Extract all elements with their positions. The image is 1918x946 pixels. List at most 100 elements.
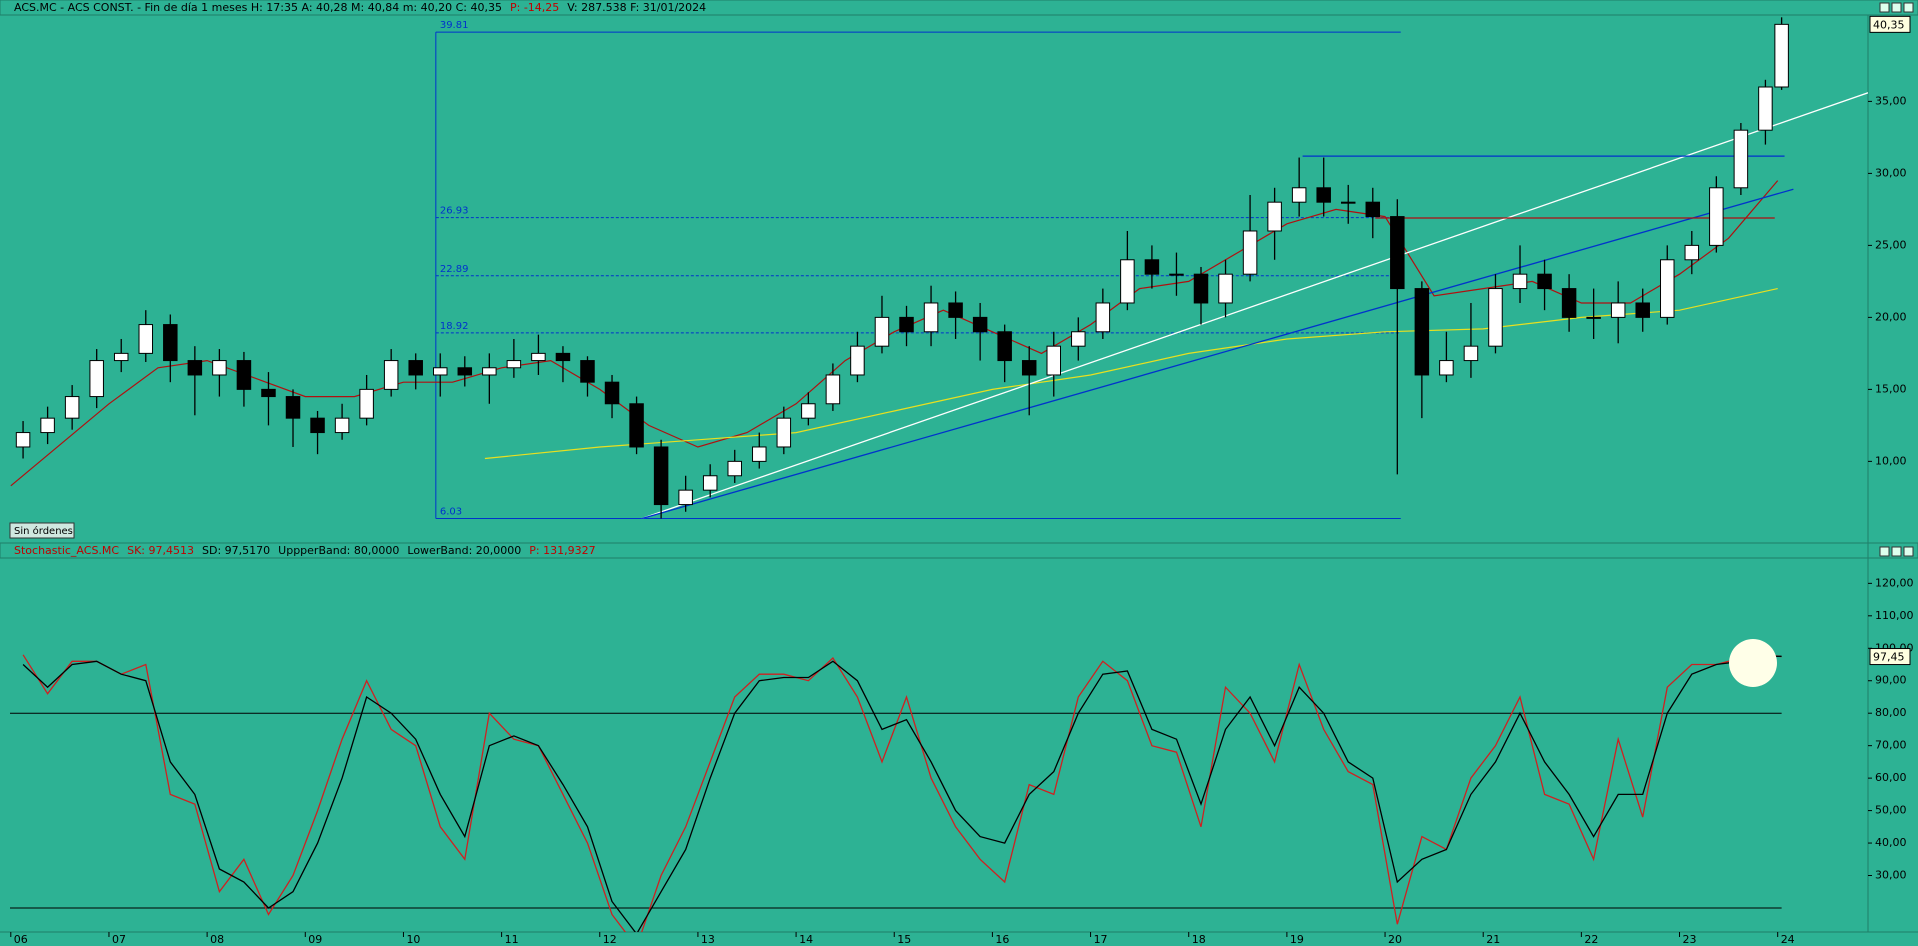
x-tick-label: 06 bbox=[14, 933, 28, 946]
x-tick-label: 12 bbox=[603, 933, 617, 946]
price-plot: 39.81 26.93 22.89 18.92 6.03 bbox=[10, 17, 1868, 520]
candle-body bbox=[1242, 230, 1258, 275]
candle-body bbox=[1537, 273, 1552, 290]
candle-body bbox=[163, 324, 178, 362]
candle-body bbox=[604, 381, 620, 405]
candle-body bbox=[506, 360, 522, 369]
candle-body bbox=[850, 345, 865, 376]
header-part: SD: 97,5170 bbox=[202, 544, 270, 557]
x-tick-label: 17 bbox=[1094, 933, 1108, 946]
close-button[interactable] bbox=[1903, 546, 1914, 557]
x-tick-label: 14 bbox=[799, 933, 813, 946]
candle-body bbox=[874, 316, 890, 347]
indicator-header: Stochastic_ACS.MC SK: 97,4513 SD: 97,5170 U… bbox=[14, 544, 596, 557]
candle-body bbox=[113, 352, 129, 362]
fib-label: 22.89 bbox=[440, 264, 469, 275]
candle-body bbox=[285, 396, 301, 419]
candle-body bbox=[1660, 259, 1675, 318]
candle-body bbox=[1512, 273, 1528, 290]
x-tick-label: 22 bbox=[1584, 933, 1598, 946]
candle-body bbox=[334, 417, 350, 434]
window-buttons[interactable] bbox=[1879, 2, 1914, 557]
candle-body bbox=[653, 446, 669, 506]
y-tick-label: 15,00 bbox=[1875, 382, 1907, 395]
orders-button[interactable]: Sin órdenes bbox=[9, 522, 75, 539]
line-series bbox=[22, 654, 1782, 932]
x-tick-label: 11 bbox=[505, 933, 519, 946]
candle-body bbox=[752, 446, 767, 462]
header-part: P: 131,9327 bbox=[529, 544, 595, 557]
fib-label: 39.81 bbox=[440, 20, 469, 31]
candle-body bbox=[1439, 360, 1454, 376]
y-tick-label: 30,00 bbox=[1875, 166, 1907, 179]
button-frame[interactable] bbox=[9, 522, 75, 539]
candle-body bbox=[212, 360, 227, 376]
candle-body bbox=[187, 360, 203, 376]
candle-body bbox=[702, 475, 718, 491]
x-tick-label: 13 bbox=[701, 933, 715, 946]
candle-body bbox=[1120, 259, 1135, 304]
y-tick-label: 35,00 bbox=[1875, 94, 1907, 107]
candle-body bbox=[1071, 331, 1086, 347]
candle-body bbox=[997, 331, 1012, 362]
candle-body bbox=[531, 352, 546, 362]
candle-body bbox=[89, 360, 104, 398]
axes: 10,00 15,00 20,00 25,00 30,00 35,00 40,35 30,00… bbox=[10, 15, 1914, 946]
y-tick-label: 25,00 bbox=[1875, 238, 1907, 251]
highlight-circle bbox=[1729, 639, 1777, 687]
fib-label: 26.93 bbox=[440, 206, 469, 217]
candle-body bbox=[1267, 201, 1282, 232]
x-tick-label: 09 bbox=[308, 933, 322, 946]
candle-body bbox=[1635, 302, 1650, 318]
fib-label: 6.03 bbox=[440, 507, 462, 518]
last-value-box bbox=[1869, 15, 1911, 33]
candle-body bbox=[1340, 201, 1356, 204]
candle-body bbox=[1610, 302, 1626, 318]
moving-average bbox=[484, 288, 1778, 460]
candle-body bbox=[1193, 273, 1209, 304]
trendline bbox=[641, 188, 1794, 520]
y-tick-label: 40,00 bbox=[1875, 836, 1907, 849]
maximize-button[interactable] bbox=[1891, 546, 1902, 557]
candle-body bbox=[383, 360, 399, 390]
candle-body bbox=[1365, 201, 1381, 218]
candle-body bbox=[1144, 259, 1160, 275]
y-tick-label: 20,00 bbox=[1875, 310, 1907, 323]
candle-body bbox=[1218, 273, 1233, 304]
header-part: SK: 97,4513 bbox=[127, 544, 194, 557]
y-tick-label: 120,00 bbox=[1875, 576, 1914, 589]
candle-body bbox=[64, 396, 80, 419]
minimize-button[interactable] bbox=[1879, 546, 1890, 557]
x-tick-label: 18 bbox=[1192, 933, 1206, 946]
x-tick-label: 15 bbox=[897, 933, 911, 946]
header-part: Stochastic_ACS.MC bbox=[14, 544, 119, 557]
last-value-box bbox=[1869, 648, 1911, 666]
y-tick-label: 90,00 bbox=[1875, 674, 1907, 687]
candle-body bbox=[923, 302, 939, 333]
header: ACS.MC - ACS CONST. - Fin de día 1 meses… bbox=[14, 1, 706, 14]
candle-body bbox=[1709, 187, 1724, 246]
candle-body bbox=[482, 367, 497, 376]
button-label[interactable]: Sin órdenes bbox=[14, 525, 73, 537]
y-tick-label: 10,00 bbox=[1875, 454, 1907, 467]
candle-body bbox=[457, 367, 473, 376]
fib-label: 18.92 bbox=[440, 321, 469, 332]
candle-body bbox=[580, 360, 595, 383]
x-tick-label: 16 bbox=[995, 933, 1009, 946]
candle-body bbox=[1021, 360, 1037, 376]
candle-body bbox=[261, 388, 276, 398]
candle-body bbox=[1414, 288, 1430, 376]
close-button[interactable] bbox=[1903, 2, 1914, 13]
candle-body bbox=[1488, 288, 1503, 347]
candle-body bbox=[1774, 23, 1789, 88]
maximize-button[interactable] bbox=[1891, 2, 1902, 13]
indicator-title-bar bbox=[0, 542, 1918, 559]
candle-body bbox=[138, 324, 154, 354]
x-tick-label: 08 bbox=[210, 933, 224, 946]
candle-body bbox=[1169, 273, 1184, 276]
header-part: LowerBand: 20,0000 bbox=[407, 544, 521, 557]
x-tick-label: 10 bbox=[406, 933, 420, 946]
candle-body bbox=[972, 316, 988, 333]
minimize-button[interactable] bbox=[1879, 2, 1890, 13]
